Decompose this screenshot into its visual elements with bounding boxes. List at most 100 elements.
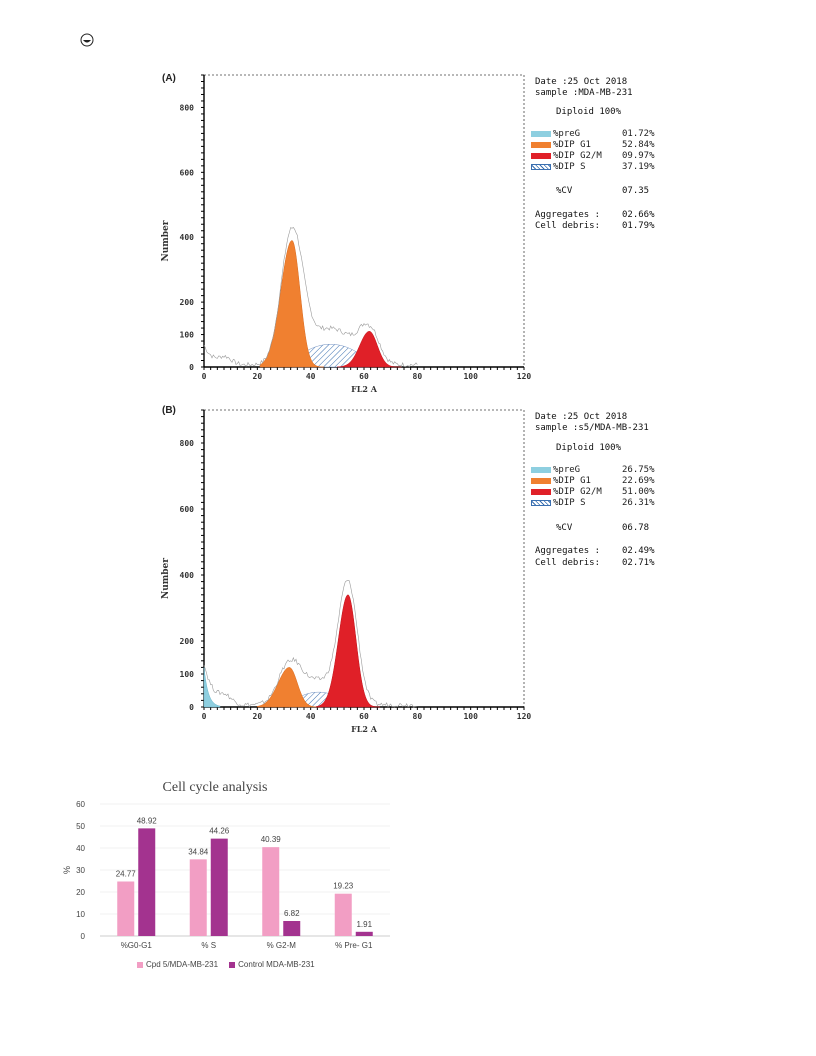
data-label: 6.82 [284,909,300,918]
aggregates-label: Aggregates : [535,546,601,556]
y-axis-label: Number [161,220,171,261]
x-tick-label: % G2-M [267,941,297,950]
x-tick-label: 0 [202,372,207,381]
legend-swatch [531,489,551,495]
bar-cpd5 [262,847,280,936]
legend-swatch [531,142,551,148]
plot-frame [204,409,525,707]
x-axis-label: FL2 A [351,384,378,394]
y-tick-label: 200 [180,637,195,646]
histogram-a: 0 100 200 400 600 800 0 20 40 60 80 100 120 FL2 A Numb… [161,74,532,394]
y-tick-label: 600 [180,505,195,514]
legend-value: 51.00% [622,487,655,497]
legend-swatch [531,500,551,506]
data-label: 1.91 [356,920,372,929]
x-tick-label: 40 [306,712,316,721]
x-tick-label: 40 [306,372,316,381]
x-tick-label: 80 [413,712,423,721]
legend-value: 09.97% [622,151,655,161]
bar-control [283,920,301,936]
aggregates-value: 02.66% [622,210,655,220]
y-tick-label: 50 [76,822,85,831]
g2m-peak [337,331,402,368]
preg-peak [203,667,221,708]
legend-label: %preG [553,129,581,139]
legend-value: 52.84% [622,140,655,150]
plot-frame [204,74,525,367]
y-tick-label: 0 [81,932,86,941]
data-label: 40.39 [261,835,282,844]
legend-value: 26.31% [622,498,655,508]
legend-label-cpd5: Cpd 5/MDA-MB-231 [146,960,219,969]
legend-label: %preG [553,465,581,475]
data-label: 34.84 [188,847,209,856]
x-tick-label: % S [201,941,216,950]
bar-cpd5 [189,859,207,936]
legend-label: %DIP G1 [553,140,591,150]
corner-mark-icon [80,33,94,47]
x-tick-label: 100 [463,372,478,381]
x-tick-label: 120 [517,712,532,721]
y-tick-label: 100 [180,670,195,679]
date-line: Date :25 Oct 2018 [535,77,628,87]
aggregates-value: 02.49% [622,546,655,556]
y-tick-label: 0 [189,703,194,712]
y-tick-label: 20 [76,888,85,897]
y-tick-label: 0 [189,363,194,372]
y-axis-label: Number [161,558,171,599]
panel-label: (A) [162,73,176,84]
x-tick-label: % Pre- G1 [335,941,373,950]
legend-label: %DIP S [553,162,586,172]
bar-cpd5 [334,893,352,936]
legend-swatch [531,467,551,473]
y-axis-label: % [62,866,72,874]
legend-label: %DIP G2/M [553,151,602,161]
legend-value: 01.72% [622,129,655,139]
legend-label: %DIP S [553,498,586,508]
legend-swatch-cpd5 [137,961,143,968]
x-tick-label: 60 [359,712,369,721]
x-tick-label: 20 [253,712,263,721]
y-tick-label: 800 [180,439,195,448]
x-tick-label: 120 [517,372,532,381]
bar-control [355,931,373,936]
debris-label: Cell debris: [535,558,601,568]
g1-peak [257,667,322,708]
cv-value: 07.35 [622,186,650,196]
y-tick-label: 10 [76,910,85,919]
debris-value: 02.71% [622,558,655,568]
legend-swatch [531,153,551,159]
bar-chart-title: Cell cycle analysis [162,780,268,795]
y-tick-label: 100 [180,331,195,340]
legend-label: %DIP G1 [553,476,591,486]
date-line: Date :25 Oct 2018 [535,412,628,422]
data-label: 48.92 [137,816,158,825]
legend-label-control: Control MDA-MB-231 [238,960,315,969]
y-tick-label: 200 [180,298,195,307]
bar-chart-legend: Cpd 5/MDA-MB-231 Control MDA-MB-231 [137,960,315,969]
y-tick-label: 40 [76,844,85,853]
legend-value: 37.19% [622,162,655,172]
x-tick-label: 20 [253,372,263,381]
debris-label: Cell debris: [535,221,601,231]
bar-control [138,828,156,936]
y-tick-label: 400 [180,233,195,242]
x-axis-label: FL2 A [351,724,378,734]
legend-swatch-control [229,961,236,968]
g2m-peak [315,594,381,708]
x-tick-label: 60 [359,372,369,381]
x-tick-label: 100 [463,712,478,721]
aggregates-label: Aggregates : [535,210,601,220]
sample-line: sample :MDA-MB-231 [535,88,633,98]
diploid-line: Diploid 100% [556,107,622,117]
diploid-line: Diploid 100% [556,443,622,453]
raw-histogram-line [203,227,418,368]
debris-value: 01.79% [622,221,655,231]
y-tick-label: 800 [180,103,195,112]
cv-label: %CV [556,186,573,196]
y-tick-label: 60 [76,800,85,809]
legend-value: 26.75% [622,465,655,475]
panel-label: (B) [162,405,176,416]
legend-swatch [531,164,551,170]
